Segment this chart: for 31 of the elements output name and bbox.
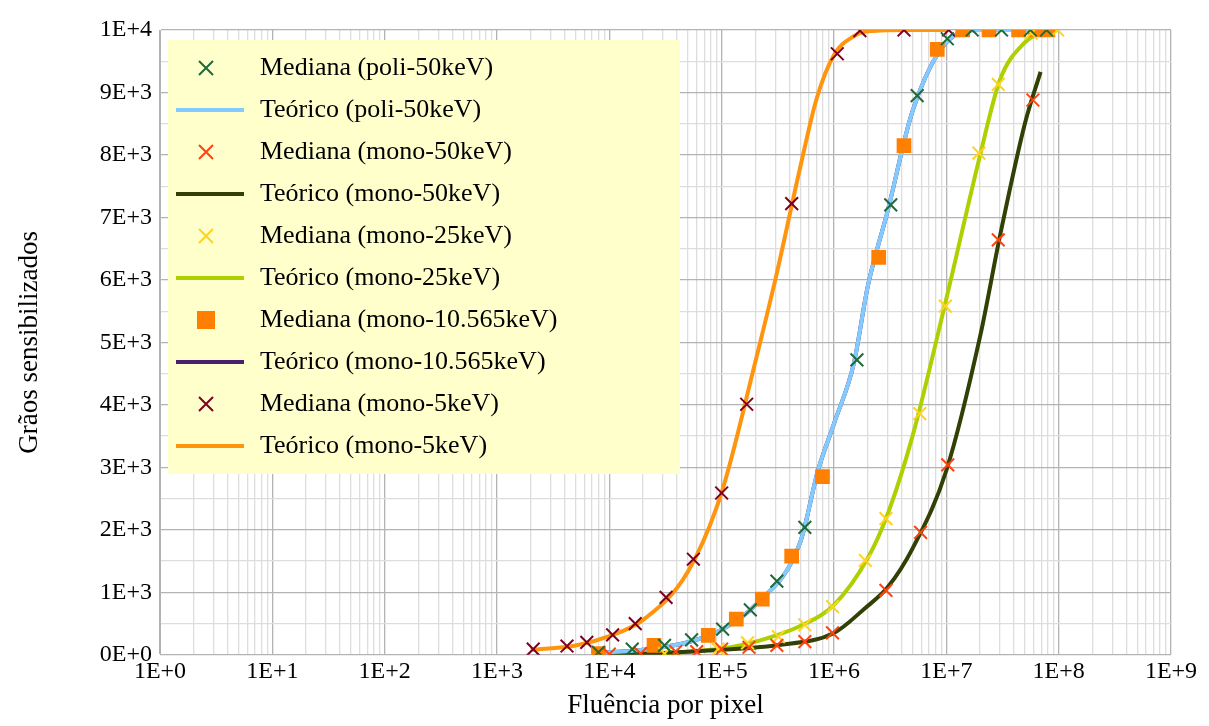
- legend-label: Mediana (mono-50keV): [260, 135, 512, 165]
- x-axis-title: Fluência por pixel: [567, 688, 764, 719]
- legend-label: Mediana (mono-25keV): [260, 219, 512, 249]
- y-axis-title: Grãos sensibilizados: [13, 231, 44, 454]
- legend-label: Teórico (poli-50keV): [260, 93, 482, 123]
- legend-label: Mediana (mono-10.565keV): [260, 303, 558, 333]
- x-tick-label: 1E+3: [470, 657, 524, 684]
- y-tick-label: 9E+3: [99, 77, 152, 104]
- legend-label: Mediana (poli-50keV): [260, 51, 494, 81]
- legend-label: Teórico (mono-50keV): [260, 177, 501, 207]
- y-tick-label: 1E+4: [99, 15, 152, 42]
- x-tick-label: 1E+2: [358, 657, 411, 684]
- legend-label: Mediana (mono-5keV): [260, 387, 499, 417]
- y-tick-label: 4E+3: [99, 390, 152, 417]
- legend-label: Teórico (mono-5keV): [260, 429, 488, 459]
- x-tick-label: 1E+5: [695, 657, 748, 684]
- legend-label: Teórico (mono-10.565keV): [260, 345, 546, 375]
- y-tick-label: 3E+3: [99, 452, 152, 479]
- x-tick-label: 1E+7: [920, 657, 973, 684]
- y-tick-label: 6E+3: [99, 265, 152, 292]
- x-tick-label: 1E+9: [1144, 657, 1198, 684]
- y-tick-label: 5E+3: [99, 327, 152, 354]
- y-tick-label: 7E+3: [99, 202, 152, 229]
- y-tick-label: 8E+3: [99, 140, 152, 167]
- x-tick-label: 1E+1: [246, 657, 299, 684]
- y-tick-label: 2E+3: [99, 515, 152, 542]
- x-tick-label: 1E+8: [1032, 657, 1085, 684]
- legend-label: Teórico (mono-25keV): [260, 261, 501, 291]
- x-tick-label: 1E+4: [583, 657, 636, 684]
- y-tick-label: 1E+3: [99, 577, 152, 604]
- x-tick-label: 1E+6: [807, 657, 861, 684]
